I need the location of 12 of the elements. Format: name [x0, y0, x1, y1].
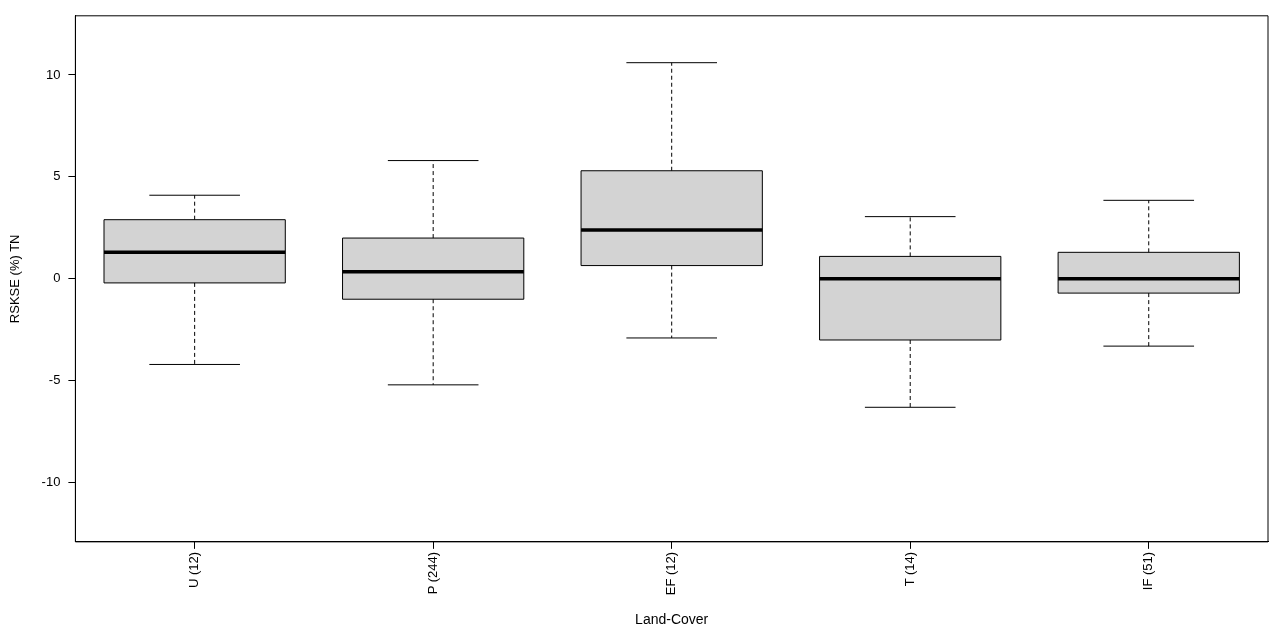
y-tick-label: 10 [45, 66, 61, 82]
y-tick-label: -5 [48, 372, 61, 388]
y-tick-label: 0 [53, 270, 61, 286]
x-tick-label: U (12) [186, 551, 202, 588]
x-tick-label: T (14) [901, 551, 917, 587]
x-tick-label: EF (12) [663, 551, 679, 596]
y-tick-label: -10 [41, 474, 61, 490]
x-axis-title: Land-Cover [635, 611, 709, 628]
x-tick-label: IF (51) [1140, 551, 1156, 591]
y-axis-title: RSKSE (%) TN [7, 234, 23, 324]
y-tick-label: 5 [53, 168, 61, 184]
x-tick-label: P (244) [424, 551, 440, 595]
